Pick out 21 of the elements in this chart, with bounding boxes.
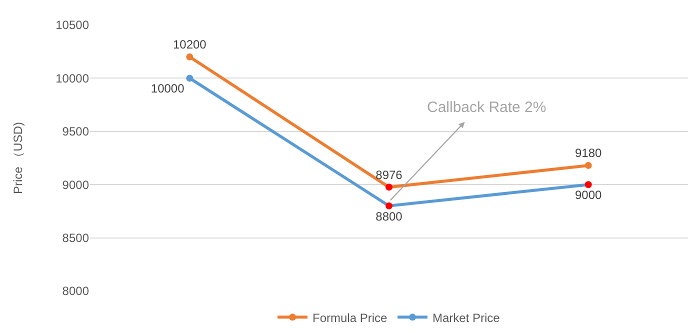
y-tick-label: 10000 xyxy=(56,71,90,86)
data-label: 10200 xyxy=(172,38,207,52)
data-label: 9000 xyxy=(574,188,602,202)
annotation: Callback Rate 2% xyxy=(427,99,546,116)
point xyxy=(584,181,592,188)
y-axis-title: Price （USD) xyxy=(10,122,25,194)
data-label: 9180 xyxy=(574,146,602,160)
legend-label: Formula Price xyxy=(312,310,388,325)
y-tick-label: 10500 xyxy=(56,18,90,32)
point xyxy=(386,202,392,210)
y-tick-label: 9500 xyxy=(62,124,90,139)
y-tick-label: 8500 xyxy=(62,231,90,245)
data-label: 8976 xyxy=(376,168,403,182)
data-label: 8800 xyxy=(376,209,403,224)
point xyxy=(186,74,194,82)
y-tick-label: 9000 xyxy=(62,178,90,192)
point xyxy=(584,162,592,169)
data-label: 10000 xyxy=(150,82,185,96)
point xyxy=(186,53,194,60)
legend-label: Market Price xyxy=(432,310,500,325)
y-tick-label: 8000 xyxy=(62,284,90,298)
